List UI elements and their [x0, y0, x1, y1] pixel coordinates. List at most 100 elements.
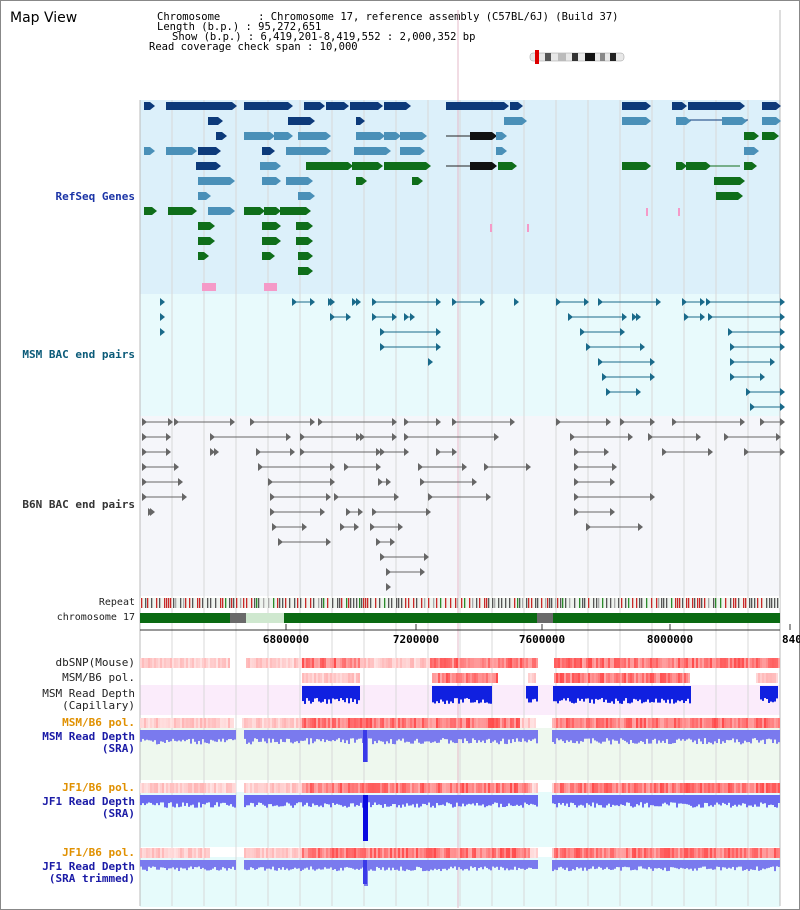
read-depth-bar: [384, 795, 386, 805]
polymorphism-cell: [674, 783, 676, 793]
read-depth-bar: [595, 686, 597, 699]
read-depth-bar: [522, 795, 524, 808]
read-depth-bar: [582, 730, 584, 742]
repeat-element: [560, 598, 562, 608]
msm-bac-pair-end: [650, 373, 655, 381]
polymorphism-cell: [312, 718, 314, 728]
read-depth-bar: [635, 686, 637, 700]
read-depth-bar: [566, 795, 568, 804]
read-depth-bar: [436, 730, 438, 743]
read-depth-bar: [718, 860, 720, 867]
repeat-element: [562, 598, 564, 608]
polymorphism-cell: [440, 658, 442, 668]
polymorphism-cell: [198, 848, 200, 858]
read-depth-bar: [202, 860, 204, 868]
read-depth-bar: [374, 860, 376, 871]
read-depth-bar: [630, 730, 632, 741]
read-depth-bar: [452, 730, 454, 743]
read-depth-bar: [593, 686, 595, 704]
polymorphism-cell: [308, 783, 310, 793]
polymorphism-cell: [142, 718, 144, 728]
polymorphism-cell: [776, 718, 778, 728]
msm-bac-track[interactable]: [160, 298, 785, 411]
msm-bac-label[interactable]: MSM BAC end pairs: [22, 348, 135, 361]
b6n-bac-track[interactable]: [142, 418, 785, 591]
polymorphism-cell: [440, 848, 442, 858]
chromosome-ideogram[interactable]: [529, 50, 625, 64]
read-depth-bar: [760, 795, 762, 803]
polymorphism-cell: [170, 783, 172, 793]
polymorphism-cell: [150, 658, 152, 668]
read-depth-bar: [322, 860, 324, 870]
read-depth-bar: [704, 795, 706, 803]
read-depth-bar: [448, 860, 450, 869]
b6n-bac-pair-end: [142, 448, 147, 456]
repeat-element: [509, 598, 511, 608]
polymorphism-cell: [630, 718, 632, 728]
polymorphism-cell: [180, 658, 182, 668]
polymorphism-cell: [676, 848, 678, 858]
read-depth-bar: [676, 795, 678, 808]
polymorphism-cell: [328, 718, 330, 728]
polymorphism-cell: [162, 718, 164, 728]
polymorphism-cell: [562, 848, 564, 858]
repeat-element: [757, 598, 759, 608]
polymorphism-cell: [460, 673, 462, 683]
read-depth-bar: [224, 860, 226, 869]
read-depth-bar: [692, 860, 694, 871]
polymorphism-cell: [446, 783, 448, 793]
polymorphism-cell: [476, 658, 478, 668]
refseq-label[interactable]: RefSeq Genes: [55, 190, 135, 203]
read-depth-bar: [178, 730, 180, 741]
read-depth-bar: [574, 730, 576, 744]
gene-arrow: [396, 132, 401, 140]
refseq-genes-track[interactable]: [144, 102, 781, 291]
polymorphism-cell: [670, 783, 672, 793]
repeat-element: [297, 598, 299, 608]
read-depth-bar: [260, 860, 262, 868]
read-depth-bar: [460, 795, 462, 807]
polymorphism-cell: [282, 658, 284, 668]
read-depth-bar: [502, 795, 504, 807]
gene-arrow: [646, 162, 651, 170]
polymorphism-cell: [668, 673, 670, 683]
polymorphism-cell: [704, 848, 706, 858]
polymorphism-cell: [206, 783, 208, 793]
b6n-bac-label[interactable]: B6N BAC end pairs: [22, 498, 135, 511]
polymorphism-cell: [624, 783, 626, 793]
polymorphism-cell: [628, 783, 630, 793]
read-depth-bar: [452, 795, 454, 808]
polymorphism-cell: [740, 848, 742, 858]
read-depth-bar: [450, 730, 452, 741]
read-depth-bar: [448, 686, 450, 704]
read-depth-bar: [614, 730, 616, 741]
read-depth-bar: [404, 860, 406, 872]
read-depth-bar: [600, 795, 602, 806]
polymorphism-cell: [334, 673, 336, 683]
msm-bac-pair-end: [436, 343, 441, 351]
repeat-element: [469, 598, 471, 608]
polymorphism-cell: [258, 848, 260, 858]
polymorphism-cell: [432, 658, 434, 668]
polymorphism-cell: [722, 658, 724, 668]
gene-arrow: [218, 117, 223, 125]
polymorphism-cell: [322, 673, 324, 683]
polymorphism-cell: [344, 848, 346, 858]
polymorphism-cell: [208, 848, 210, 858]
polymorphism-cell: [730, 783, 732, 793]
b6n-bac-pair-end: [290, 448, 295, 456]
polymorphism-cell: [616, 658, 618, 668]
polymorphism-cell: [462, 848, 464, 858]
polymorphism-cell: [154, 848, 156, 858]
read-depth-bar: [416, 860, 418, 867]
polymorphism-cell: [728, 718, 730, 728]
read-depth-bar: [494, 795, 496, 803]
read-depth-bar: [170, 730, 172, 742]
polymorphism-cell: [276, 848, 278, 858]
read-depth-bar: [692, 795, 694, 808]
polymorphism-cell: [560, 658, 562, 668]
polymorphism-cell: [362, 658, 364, 668]
polymorphism-cell: [140, 718, 142, 728]
polymorphism-cell: [638, 718, 640, 728]
